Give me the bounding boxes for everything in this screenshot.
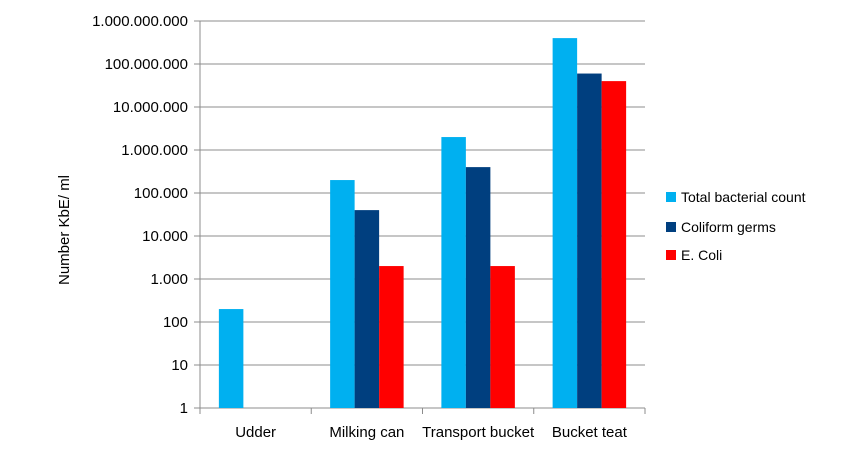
y-tick-label: 10 — [171, 357, 188, 374]
y-tick-label: 10.000 — [142, 228, 188, 245]
x-category-label: Udder — [235, 424, 276, 441]
legend-swatch — [666, 250, 676, 260]
y-tick-label: 100.000 — [134, 185, 188, 202]
legend-label: Coliform germs — [681, 219, 776, 235]
bar-e-coli-milking-can — [379, 266, 404, 408]
y-tick-label: 100.000.000 — [105, 56, 188, 73]
axes — [199, 21, 646, 414]
legend-swatch — [666, 222, 676, 232]
x-category-label: Transport bucket — [422, 424, 535, 441]
bar-coliform-germs-transport-bucket — [465, 167, 491, 408]
y-tick-label: 10.000.000 — [113, 99, 188, 116]
x-category-label: Milking can — [329, 424, 404, 441]
bar-e-coli-transport-bucket — [490, 266, 515, 408]
y-tick-label: 1 — [180, 400, 188, 417]
y-tick-label: 100 — [163, 314, 188, 331]
bar-coliform-germs-milking-can — [354, 210, 380, 408]
bar-total-bacterial-count-udder — [218, 309, 244, 408]
y-tick-label: 1.000.000 — [121, 142, 188, 159]
bar-e-coli-bucket-teat — [601, 81, 627, 408]
legend-label: E. Coli — [681, 247, 722, 263]
bar-total-bacterial-count-milking-can — [330, 180, 355, 408]
legend: Total bacterial count Coliform germs E. Co… — [666, 189, 806, 263]
bars — [218, 38, 627, 409]
legend-swatch — [666, 192, 676, 202]
x-category-labels: Udder Milking can Transport bucket Bucket t… — [235, 424, 628, 441]
y-tick-label: 1.000 — [150, 271, 188, 288]
bar-total-bacterial-count-transport-bucket — [441, 137, 466, 408]
y-axis-label: Number KbE/ ml — [56, 175, 73, 285]
bar-total-bacterial-count-bucket-teat — [552, 38, 578, 408]
x-category-label: Bucket teat — [552, 424, 628, 441]
y-tick-labels: 1 10 100 1.000 10.000 100.000 1.000.000 10.000.… — [92, 13, 188, 417]
bar-coliform-germs-bucket-teat — [577, 73, 602, 409]
y-tick-label: 1.000.000.000 — [92, 13, 188, 30]
gridlines — [194, 20, 645, 409]
legend-label: Total bacterial count — [681, 189, 806, 205]
